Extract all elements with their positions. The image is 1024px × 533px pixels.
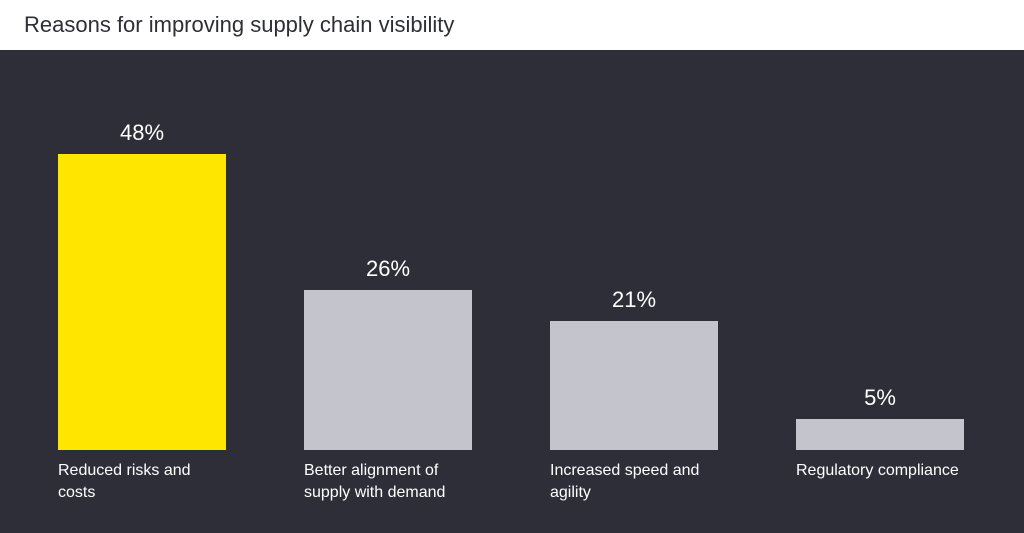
- bar-col: 26%: [304, 256, 472, 450]
- bar-value-label: 5%: [864, 385, 896, 411]
- bar-col: 21%: [550, 287, 718, 451]
- bar-value-label: 26%: [366, 256, 410, 282]
- bar-rect: [550, 321, 718, 451]
- title-bar: Reasons for improving supply chain visib…: [0, 0, 1024, 50]
- bar-col: 48%: [58, 120, 226, 450]
- bar-col: 5%: [796, 385, 964, 450]
- chart-area: 48% 26% 21% 5% Reduced risks and costs Bette…: [0, 50, 1024, 533]
- chart-title: Reasons for improving supply chain visib…: [24, 12, 1000, 38]
- page: Reasons for improving supply chain visib…: [0, 0, 1024, 533]
- bar-rect: [304, 290, 472, 450]
- bar-rect: [796, 419, 964, 450]
- bar-category-label: Reduced risks and costs: [58, 460, 226, 503]
- bars-row: 48% 26% 21% 5%: [0, 120, 1024, 450]
- bar-category-label: Better alignment of supply with demand: [304, 460, 472, 503]
- bar-category-label: Regulatory compliance: [796, 460, 964, 503]
- bar-rect: [58, 154, 226, 450]
- labels-row: Reduced risks and costs Better alignment …: [0, 460, 1024, 503]
- bar-value-label: 21%: [612, 287, 656, 313]
- bar-category-label: Increased speed and agility: [550, 460, 718, 503]
- bar-value-label: 48%: [120, 120, 164, 146]
